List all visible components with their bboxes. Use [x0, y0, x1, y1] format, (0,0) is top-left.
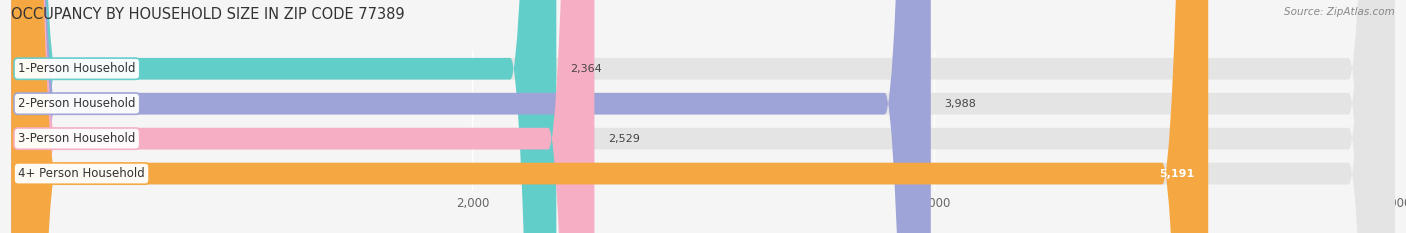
Text: 2,529: 2,529: [609, 134, 640, 144]
FancyBboxPatch shape: [11, 0, 595, 233]
Text: 2-Person Household: 2-Person Household: [18, 97, 135, 110]
Text: 3-Person Household: 3-Person Household: [18, 132, 135, 145]
FancyBboxPatch shape: [11, 0, 1395, 233]
Text: 5,191: 5,191: [1159, 169, 1194, 178]
FancyBboxPatch shape: [11, 0, 1395, 233]
FancyBboxPatch shape: [11, 0, 1395, 233]
FancyBboxPatch shape: [11, 0, 931, 233]
Text: OCCUPANCY BY HOUSEHOLD SIZE IN ZIP CODE 77389: OCCUPANCY BY HOUSEHOLD SIZE IN ZIP CODE …: [11, 7, 405, 22]
FancyBboxPatch shape: [11, 0, 557, 233]
FancyBboxPatch shape: [11, 0, 1395, 233]
Text: 2,364: 2,364: [571, 64, 602, 74]
FancyBboxPatch shape: [11, 0, 1208, 233]
Text: 1-Person Household: 1-Person Household: [18, 62, 135, 75]
Text: 3,988: 3,988: [945, 99, 977, 109]
Text: 4+ Person Household: 4+ Person Household: [18, 167, 145, 180]
Text: Source: ZipAtlas.com: Source: ZipAtlas.com: [1284, 7, 1395, 17]
